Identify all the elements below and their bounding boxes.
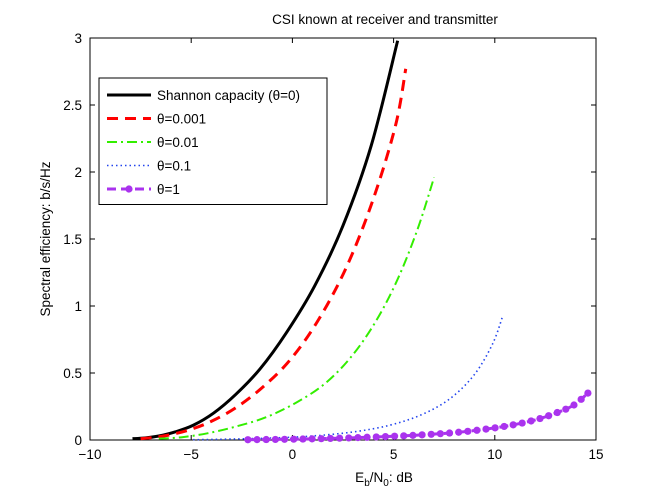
y-tick-label: 3 — [74, 31, 82, 46]
x-axis-label: Eb/N0: dB — [355, 470, 413, 489]
series-line-1 — [140, 68, 408, 441]
series-marker — [244, 436, 252, 444]
x-label-sub1: b — [364, 478, 370, 489]
y-tick-label: 1 — [74, 299, 82, 314]
series-marker — [345, 434, 353, 442]
series-marker — [354, 434, 362, 442]
series-marker — [436, 430, 444, 438]
series-marker — [445, 429, 454, 437]
legend-label: θ=0.1 — [157, 159, 191, 174]
legend-label: θ=0.001 — [157, 112, 206, 127]
x-label-mid: /N — [370, 470, 384, 485]
x-tick-label: −5 — [183, 447, 198, 462]
series-marker — [409, 431, 417, 439]
series-marker — [280, 435, 289, 443]
x-tick-label: 0 — [289, 447, 297, 462]
y-tick-label: 2 — [74, 165, 82, 180]
legend-label: θ=1 — [157, 182, 180, 197]
series-line-2 — [158, 177, 436, 440]
series-marker — [335, 434, 344, 442]
series-marker — [545, 412, 553, 420]
series-marker — [262, 435, 270, 444]
legend-swatch-marker — [125, 185, 133, 193]
series-marker — [363, 433, 371, 441]
y-tick-label: 1.5 — [63, 232, 82, 247]
x-tick-label: 5 — [390, 447, 398, 462]
chart-title: CSI known at receiver and transmitter — [272, 12, 498, 27]
legend-label: Shannon capacity (θ=0) — [157, 88, 300, 103]
series-marker — [326, 434, 335, 443]
series-marker — [570, 401, 578, 409]
series-marker — [491, 424, 499, 432]
series-marker — [271, 435, 279, 444]
x-label-tail: : dB — [389, 470, 413, 485]
series-marker — [381, 432, 390, 441]
x-tick-label: 10 — [487, 447, 502, 462]
x-tick-label: −10 — [79, 447, 102, 462]
series-marker — [518, 419, 526, 427]
series-marker — [473, 426, 481, 434]
series-marker — [390, 432, 399, 440]
y-tick-label: 0 — [74, 433, 82, 448]
series-marker — [527, 417, 535, 425]
series-marker — [317, 435, 325, 443]
series-marker — [372, 433, 380, 441]
series-marker — [299, 435, 307, 443]
series-marker — [455, 428, 463, 436]
y-axis-label: Spectral efficiency: b/s/Hz — [38, 161, 53, 316]
series-marker — [290, 435, 298, 443]
series-marker — [308, 435, 316, 443]
x-tick-label: 15 — [588, 447, 603, 462]
series-marker — [577, 395, 585, 403]
series-marker — [464, 427, 472, 435]
series-marker — [553, 408, 561, 417]
series-marker — [400, 432, 408, 440]
x-label-main: E — [355, 470, 364, 485]
series-marker — [509, 421, 517, 429]
series-marker — [427, 430, 435, 438]
series-marker — [500, 422, 508, 431]
series-marker — [418, 431, 426, 439]
legend-label: θ=0.01 — [157, 135, 199, 150]
series-group — [132, 40, 592, 444]
x-label-sub2: 0 — [383, 478, 389, 489]
series-marker — [253, 436, 261, 444]
series-marker — [482, 425, 490, 433]
y-axis: 0 0.5 1 1.5 2 2.5 3 — [63, 31, 596, 448]
legend: Shannon capacity (θ=0) θ=0.001 θ=0.01 θ=0.1… — [98, 77, 328, 205]
y-tick-label: 2.5 — [63, 98, 82, 113]
series-marker — [562, 405, 570, 413]
series-marker — [536, 414, 544, 423]
y-tick-label: 0.5 — [63, 366, 82, 381]
series-marker — [584, 389, 592, 397]
